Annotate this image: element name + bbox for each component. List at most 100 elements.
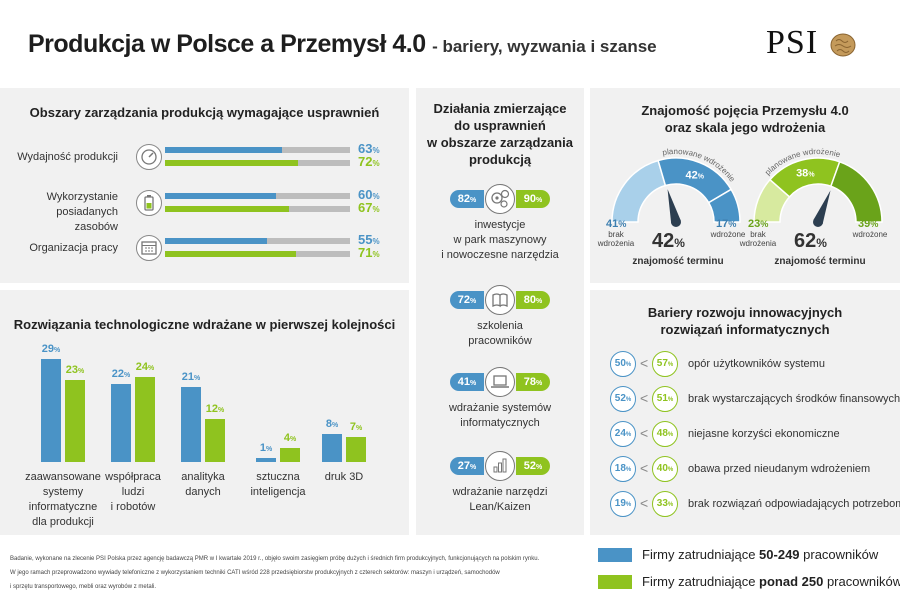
gauge-none-label: brak wdrożenia — [738, 230, 778, 248]
percent-sign: % — [728, 219, 737, 229]
gauge-done-pct: 17% — [716, 218, 736, 230]
action-label-line: szkolenia — [477, 320, 523, 332]
percent-sign: % — [667, 432, 674, 438]
percent-sign: % — [54, 347, 61, 355]
area-pct-green: 71% — [358, 245, 380, 260]
barrier-pct-blue-value: 50 — [614, 358, 626, 369]
tech-label-line: analityka — [181, 471, 225, 483]
actions-title-line: produkcją — [468, 152, 532, 167]
action-label-line: Lean/Kaizen — [469, 501, 531, 513]
percent-sign: % — [698, 174, 705, 181]
legend-text: pracowników — [823, 574, 900, 589]
areas-title: Obszary zarządzania produkcją wymagające… — [29, 105, 380, 120]
barrier-label: obawa przed nieudanym wdrożeniem — [688, 463, 871, 475]
footnote-line: W jego ramach przeprowadzono wywiady tel… — [10, 570, 500, 576]
area-pct-blue-value: 55 — [358, 232, 373, 247]
gauge-none-label: brak wdrożenia — [596, 230, 636, 248]
gauge-done-label: wdrożone — [852, 230, 888, 239]
percent-sign: % — [625, 397, 632, 403]
barrier-pct-blue: 19% — [610, 491, 636, 517]
action-pct-green: 90% — [516, 190, 550, 208]
barrier-pct-blue-value: 18 — [614, 463, 626, 474]
area-label-line: Organizacja pracy — [29, 242, 118, 254]
less-than-sign: < — [640, 355, 649, 371]
tech-bar-blue — [41, 359, 61, 462]
action-label: inwestycje w park maszynowy i nowoczesne n… — [416, 218, 584, 263]
tech-pct-green: 12% — [199, 403, 231, 415]
area-label-line: posiadanych zasobów — [56, 206, 118, 233]
action-pct-green-value: 90 — [523, 193, 536, 205]
percent-sign: % — [331, 421, 339, 429]
bar-green — [165, 206, 289, 212]
area-label-line: Wydajność produkcji — [17, 151, 118, 163]
barrier-pct-blue: 24% — [610, 421, 636, 447]
percent-sign: % — [265, 446, 273, 454]
tech-bar-green — [346, 437, 366, 462]
calendar-icon — [136, 235, 162, 261]
barrier-label: opór użytkowników systemu — [688, 358, 825, 370]
percent-sign: % — [536, 380, 543, 387]
legend-text: Firmy zatrudniające — [642, 574, 760, 589]
bar-track — [165, 147, 350, 153]
awareness-title: Znajomość pojęcia Przemysłu 4.0 oraz ska… — [590, 102, 900, 136]
psi-logo: PSI — [766, 24, 818, 62]
area-label-line: Wykorzystanie — [46, 191, 118, 203]
percent-sign: % — [667, 467, 674, 473]
actions-title-line: w obszarze zarządzania — [427, 135, 573, 150]
percent-sign: % — [372, 205, 380, 214]
percent-sign: % — [667, 362, 674, 368]
percent-sign: % — [372, 159, 380, 168]
action-label: szkolenia pracowników — [416, 319, 584, 349]
area-pct-green-value: 72 — [358, 154, 373, 169]
footnote: Badanie, wykonane na zlecenie PSI Polska… — [10, 554, 590, 592]
percent-sign: % — [808, 172, 815, 179]
tech-bar-green — [135, 376, 155, 462]
tech-bar-green — [280, 447, 300, 462]
gauge-done-pct-value: 17 — [716, 218, 729, 230]
action-pct-green: 52% — [516, 457, 550, 475]
gauge-done-pct-value: 39 — [858, 218, 871, 230]
tech-pct-green: 4% — [274, 432, 306, 444]
tech-pct-green: 7% — [340, 421, 372, 433]
action-pct-blue-value: 82 — [457, 193, 470, 205]
barrier-pct-green-value: 48 — [656, 428, 668, 439]
percent-sign: % — [625, 432, 632, 438]
barrier-pct-blue-value: 19 — [614, 498, 626, 509]
panel-barriers — [590, 290, 900, 535]
tech-label-line: i robotów — [110, 501, 156, 513]
gauge-known-pct-value: 42 — [652, 230, 675, 252]
laptop-icon — [485, 367, 515, 397]
percent-sign: % — [760, 219, 769, 229]
tech-pct-blue-value: 29 — [41, 343, 54, 356]
area-pct-green-value: 67 — [358, 200, 373, 215]
tech-label-line: inteligencja — [250, 486, 306, 498]
percent-sign: % — [124, 371, 131, 379]
barrier-pct-green: 57% — [652, 351, 678, 377]
legend-bold: 50-249 — [759, 547, 800, 562]
barrier-pct-green: 51% — [652, 386, 678, 412]
tech-pct-blue: 22% — [105, 368, 137, 380]
barrier-label: niejasne korzyści ekonomiczne — [688, 428, 840, 440]
action-pct-green-value: 78 — [523, 376, 536, 388]
bar-blue — [165, 193, 276, 199]
action-pct-blue-value: 72 — [457, 294, 470, 306]
legend-bold: ponad 250 — [759, 574, 824, 589]
battery-icon — [136, 190, 162, 216]
tech-label-line: współpraca — [105, 471, 161, 483]
action-label: wdrażanie systemów informatycznych — [416, 401, 584, 431]
main-title: Produkcja w Polsce a Przemysł 4.0 — [28, 30, 426, 58]
tech-label-line: ludzi — [121, 486, 145, 498]
tech-label-line: systemy — [42, 486, 84, 498]
percent-sign: % — [372, 237, 380, 246]
percent-sign: % — [536, 197, 543, 204]
gauge-planned-pct: 42% — [686, 170, 705, 182]
tech-label-line: sztuczna — [256, 471, 300, 483]
tech-pct-green: 24% — [129, 361, 161, 373]
barriers-title: Bariery rozwoju innowacyjnych rozwiązań … — [590, 304, 900, 338]
tech-pct-green-value: 4 — [283, 431, 290, 444]
gauge-segment-done — [707, 188, 741, 223]
actions-title: Działania zmierzające do usprawnień w ob… — [416, 100, 584, 168]
bar-chart-icon — [485, 451, 515, 481]
